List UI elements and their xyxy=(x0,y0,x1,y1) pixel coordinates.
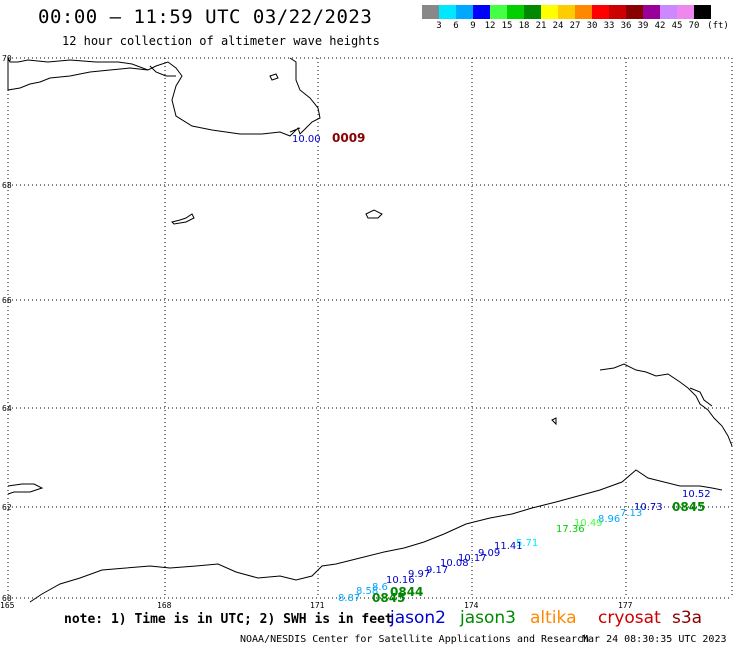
mission-s3a: s3a xyxy=(672,608,703,628)
coastline xyxy=(7,57,733,603)
observation-label: 10.00 xyxy=(292,134,321,145)
legend-label: 6 xyxy=(453,21,459,31)
legend-label: 70 xyxy=(688,21,700,31)
observation-label: 10.16 xyxy=(386,575,415,586)
island-small-3 xyxy=(269,73,279,81)
legend-label: 15 xyxy=(501,21,513,31)
observation-label: 10.73 xyxy=(634,502,663,513)
legend-swatch xyxy=(541,5,558,19)
coast-ne xyxy=(599,363,733,447)
coast-peninsula-west xyxy=(7,483,44,495)
latitude-label: 68 xyxy=(2,181,12,190)
longitude-label: 171 xyxy=(310,601,325,610)
observation-label: 5.71 xyxy=(516,538,538,549)
coast-top-cape xyxy=(149,65,176,77)
wave-observations: 10.00 000910.52084510.737.138.9610.4917.3… xyxy=(292,131,711,605)
observation-label: 0844 xyxy=(390,585,423,599)
legend-label: 30 xyxy=(586,21,598,31)
legend-labels: 3 6 9 12 15 18 21 24 27 30 33 36 39 42 45 70 (ft) xyxy=(422,19,730,33)
legend-swatch xyxy=(524,5,541,19)
footer-generated: Mar 24 08:30:35 UTC 2023 xyxy=(582,634,727,645)
legend-swatch xyxy=(643,5,660,19)
legend-label: 42 xyxy=(654,21,666,31)
coast-bottom xyxy=(29,469,723,603)
legend-unit: (ft) xyxy=(707,21,729,31)
mission-altika: altika xyxy=(530,608,577,628)
footer-note: note: 1) Time is in UTC; 2) SWH is in fe… xyxy=(64,612,393,627)
latitude-label: 60 xyxy=(2,594,12,603)
legend-swatches xyxy=(422,5,730,19)
longitude-label: 165 xyxy=(0,601,15,610)
legend-label: 12 xyxy=(484,21,496,31)
latitude-label: 70 xyxy=(2,54,12,63)
observation-label: 0009 xyxy=(332,131,365,145)
legend-label: 39 xyxy=(637,21,649,31)
observation-label: 0845 xyxy=(372,591,405,605)
legend-swatch xyxy=(490,5,507,19)
mission-jason3: jason3 xyxy=(460,608,516,628)
legend-swatch xyxy=(626,5,643,19)
legend-label: 18 xyxy=(518,21,530,31)
observation-label: 10.17 xyxy=(458,553,487,564)
legend-swatch xyxy=(507,5,524,19)
coast-ne-inlet xyxy=(689,387,713,407)
longitude-label: 177 xyxy=(618,601,633,610)
mission-cryosat: cryosat xyxy=(598,608,661,628)
observation-label: 10.08 xyxy=(440,558,469,569)
page-title: 00:00 – 11:59 UTC 03/22/2023 xyxy=(38,6,373,28)
wave-height-legend: 3 6 9 12 15 18 21 24 27 30 33 36 39 42 45 70 (ft) xyxy=(422,5,730,37)
observation-label: 10.52 xyxy=(682,489,711,500)
legend-label: 33 xyxy=(603,21,615,31)
observation-label: 17.36 xyxy=(556,524,585,535)
legend-swatch xyxy=(473,5,490,19)
legend-swatch xyxy=(592,5,609,19)
latitude-label: 62 xyxy=(2,503,12,512)
footer-credit: NOAA/NESDIS Center for Satellite Applica… xyxy=(240,634,590,645)
legend-label: 3 xyxy=(436,21,442,31)
legend-label: 45 xyxy=(671,21,683,31)
latitude-label: 64 xyxy=(2,404,12,413)
longitude-label: 174 xyxy=(464,601,479,610)
legend-swatch xyxy=(609,5,626,19)
observation-label: 7.13 xyxy=(620,508,642,519)
observation-label: 8.96 xyxy=(598,514,620,525)
legend-label: 21 xyxy=(535,21,547,31)
legend-swatch xyxy=(677,5,694,19)
observation-label: 0845 xyxy=(672,500,705,514)
longitude-label: 168 xyxy=(157,601,172,610)
observation-label: 9.09 xyxy=(478,548,500,559)
legend-swatch xyxy=(422,5,439,19)
observation-label: 11.41 xyxy=(494,541,523,552)
legend-swatch xyxy=(660,5,677,19)
legend-swatch xyxy=(694,5,711,19)
coast-top xyxy=(7,57,321,137)
coast-top-west xyxy=(7,58,149,91)
island-small-1 xyxy=(365,209,383,219)
latitude-label: 66 xyxy=(2,296,12,305)
legend-swatch xyxy=(439,5,456,19)
legend-swatch xyxy=(558,5,575,19)
legend-swatch xyxy=(575,5,592,19)
island-small-2 xyxy=(171,213,195,225)
island-small-4 xyxy=(551,417,557,426)
legend-label: 24 xyxy=(552,21,564,31)
legend-label: 36 xyxy=(620,21,632,31)
mission-jason2: jason2 xyxy=(390,608,446,628)
observation-label: 9.17 xyxy=(426,565,448,576)
observation-label: 8.6 xyxy=(372,582,388,593)
observation-label: 8.58 xyxy=(356,586,378,597)
legend-label: 9 xyxy=(470,21,476,31)
observation-label: 8.87 xyxy=(338,593,360,604)
legend-swatch xyxy=(456,5,473,19)
legend-label: 27 xyxy=(569,21,581,31)
page-subtitle: 12 hour collection of altimeter wave hei… xyxy=(62,34,380,48)
observation-label: 9.97 xyxy=(408,569,430,580)
observation-label: 10.49 xyxy=(574,518,603,529)
